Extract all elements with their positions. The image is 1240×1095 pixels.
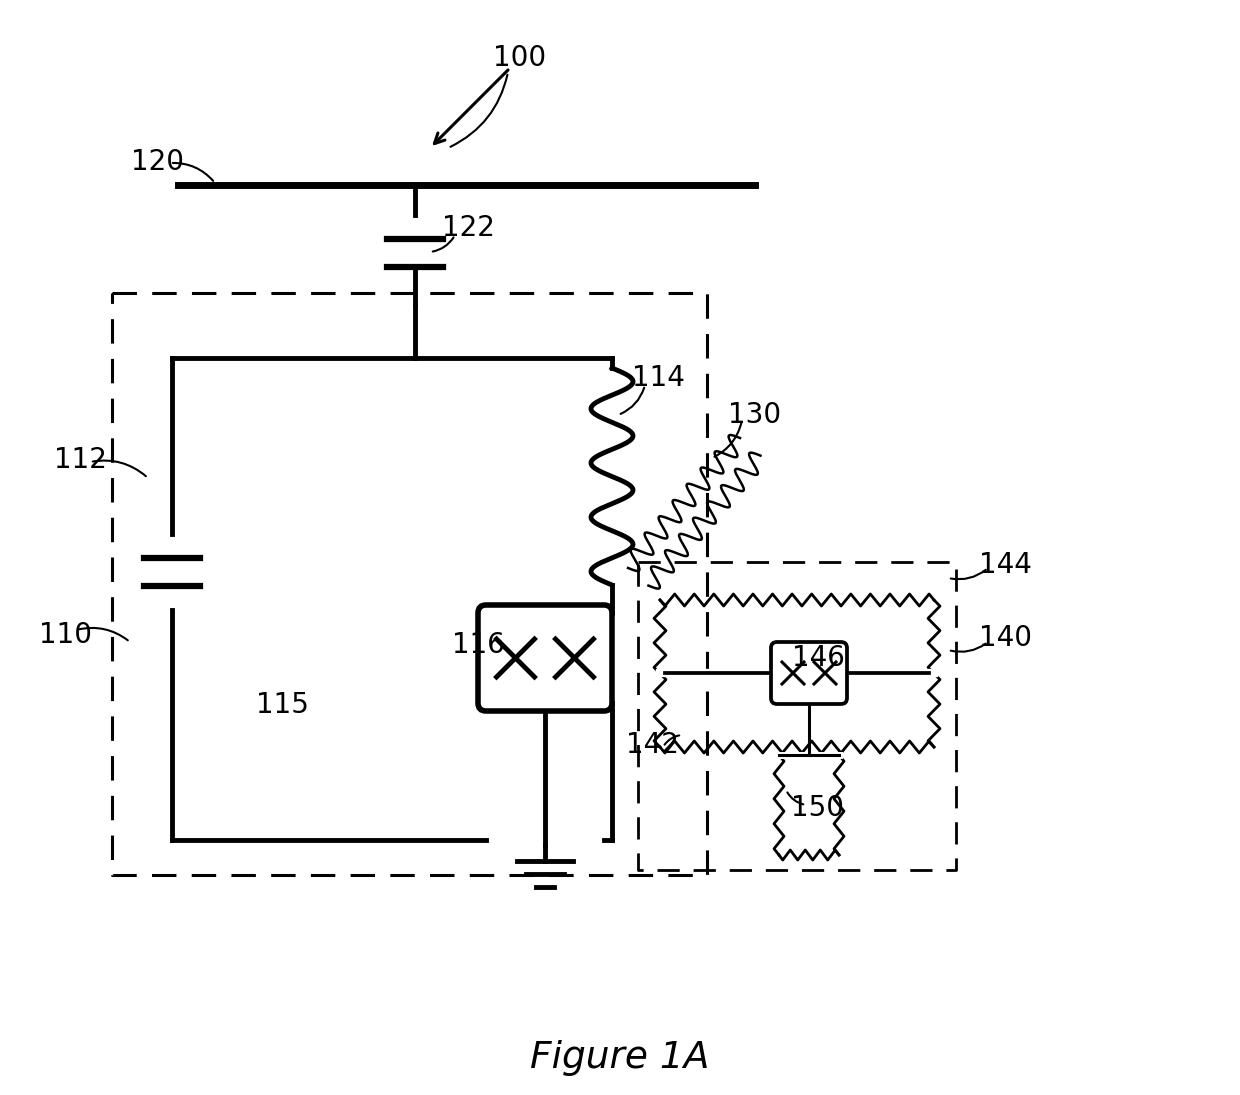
Text: 122: 122 [441, 214, 495, 242]
Text: 112: 112 [53, 446, 107, 474]
Text: Figure 1A: Figure 1A [531, 1040, 709, 1076]
Text: 150: 150 [791, 794, 844, 822]
FancyBboxPatch shape [477, 606, 613, 711]
Text: 114: 114 [631, 364, 684, 392]
Text: 100: 100 [494, 44, 547, 72]
Text: 144: 144 [978, 551, 1032, 579]
Text: 130: 130 [728, 401, 781, 429]
Text: 140: 140 [978, 624, 1032, 652]
Text: 115: 115 [255, 691, 309, 719]
Text: 142: 142 [625, 731, 678, 759]
Text: 110: 110 [38, 621, 92, 649]
Text: 146: 146 [791, 644, 844, 672]
Text: 120: 120 [131, 148, 185, 176]
FancyBboxPatch shape [771, 642, 847, 704]
Text: 116: 116 [451, 631, 505, 659]
